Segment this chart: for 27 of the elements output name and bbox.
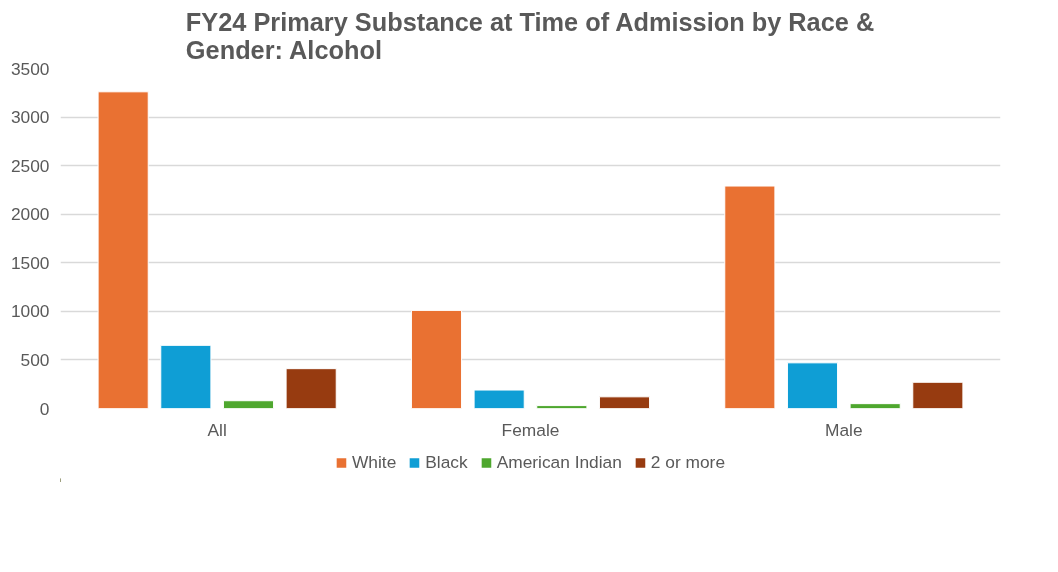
y-tick-label: 3500 [10,58,50,79]
legend-label: 2 or more [650,451,726,473]
bar [786,362,839,409]
x-tick-label: Male [825,419,863,440]
legend-label: American Indian [496,451,622,473]
legend-label: White [351,451,397,473]
x-tick-label: All [207,419,227,440]
bar [97,91,149,409]
y-tick-label: 2000 [10,204,50,225]
x-tick-label: Female [501,419,560,440]
bar [473,389,525,409]
bar [285,368,337,409]
y-tick-label: 3000 [10,107,50,128]
legend-label: Black [425,451,468,473]
y-tick-label: 1500 [10,252,50,273]
y-tick-label: 1000 [10,301,50,322]
chart-title: FY24 Primary Substance at Time of Admission by Race & Gender: Alcohol [185,7,875,64]
y-tick-label: 0 [39,398,50,419]
bar [912,381,964,409]
y-tick-label: 500 [20,349,50,370]
bar [724,185,776,409]
bar [222,400,275,409]
bar [160,344,212,409]
bar [849,403,901,409]
y-tick-label: 2500 [10,155,50,176]
bar [598,396,651,409]
bar [410,309,463,409]
